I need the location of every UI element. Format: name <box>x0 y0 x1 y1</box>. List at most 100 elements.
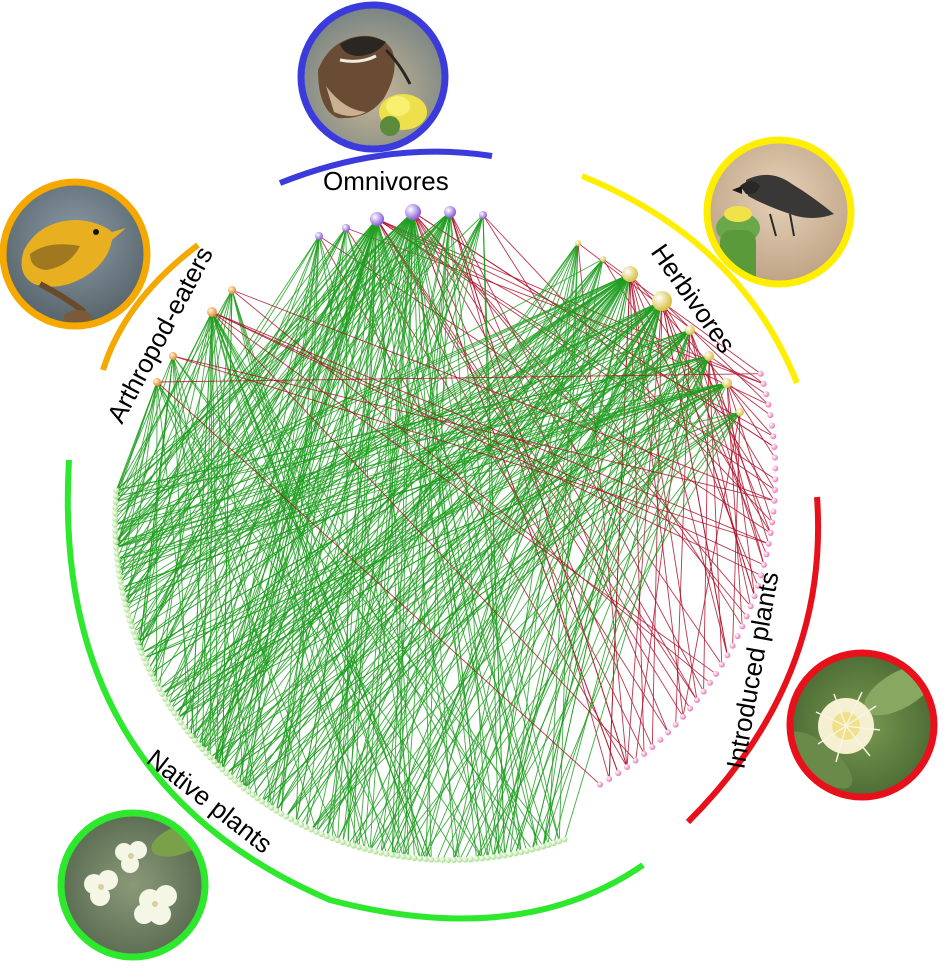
interaction-link <box>172 355 317 832</box>
native-plant-node <box>366 847 373 854</box>
native-plant-node <box>534 845 541 852</box>
native-plant-node <box>283 813 290 820</box>
interaction-link <box>239 273 631 785</box>
interaction-link <box>205 214 484 754</box>
native-plant-node <box>219 766 226 773</box>
interaction-link <box>161 273 631 695</box>
interaction-link <box>482 214 505 856</box>
native-plant-node <box>132 633 139 640</box>
interaction-link <box>276 300 663 812</box>
bird-node <box>622 266 638 282</box>
native-plant-node <box>249 791 256 798</box>
interaction-link <box>213 329 691 762</box>
interaction-link <box>708 355 767 395</box>
introduced-plant-node <box>751 593 758 600</box>
introduced-plant-node <box>747 603 754 610</box>
interaction-link <box>261 382 728 802</box>
native-plant-node <box>323 833 330 840</box>
native-plant-node <box>273 807 280 814</box>
bird-nodes <box>153 204 744 416</box>
interaction-link <box>231 289 711 684</box>
interaction-link <box>190 311 213 737</box>
interaction-link <box>531 300 663 850</box>
interaction-link <box>161 382 728 695</box>
interaction-link <box>117 411 741 560</box>
interaction-link <box>177 382 728 719</box>
native-plant-node <box>540 843 547 850</box>
interaction-link <box>143 411 741 659</box>
interaction-link <box>115 273 631 549</box>
interaction-link <box>682 411 741 717</box>
interaction-link <box>449 211 628 768</box>
interaction-link <box>234 211 451 781</box>
interaction-link <box>137 211 414 643</box>
introduced-plant-node <box>771 443 778 450</box>
interaction-link <box>353 273 631 846</box>
interaction-link <box>167 273 631 704</box>
interaction-link <box>661 300 769 405</box>
interaction-link <box>326 242 579 837</box>
introduced-plant-node <box>767 530 774 537</box>
interaction-link <box>156 381 460 861</box>
interaction-link <box>353 382 728 846</box>
interaction-link <box>167 382 728 705</box>
interaction-link <box>121 382 728 588</box>
native-plant-node <box>136 644 143 651</box>
interaction-link <box>123 300 663 599</box>
introduced-plant-node <box>758 572 765 579</box>
introduced-plant-node <box>772 465 779 472</box>
bird-node <box>405 204 421 220</box>
native-plant-node <box>417 855 424 862</box>
interaction-link <box>376 218 645 755</box>
native-plant-node <box>339 839 346 846</box>
native-plant-node <box>313 828 320 835</box>
interaction-link <box>209 411 741 758</box>
introduced-plant-node <box>623 763 630 770</box>
bird-node <box>228 286 236 294</box>
interaction-link <box>213 218 378 762</box>
interaction-link <box>211 311 765 566</box>
native-plant-node <box>114 556 121 563</box>
bird-node <box>704 351 714 361</box>
interaction-link <box>230 211 414 778</box>
interaction-link <box>726 382 776 458</box>
interaction-link <box>369 242 579 851</box>
bird-node <box>370 212 384 226</box>
introduced-plant-node <box>649 743 656 750</box>
native-plant-node <box>156 685 163 692</box>
introduced-plant-node <box>739 623 746 630</box>
interaction-link <box>482 214 743 627</box>
interaction-link <box>115 211 451 491</box>
interaction-link <box>364 211 414 849</box>
bird-node <box>652 291 672 311</box>
interaction-link <box>172 355 533 850</box>
native-plant-node <box>450 856 457 863</box>
omnivores-arc <box>278 148 493 186</box>
introduced-plant-node <box>757 370 764 377</box>
native-plant-node <box>119 589 126 596</box>
introduced-plant-node <box>770 433 777 440</box>
native-plant-node <box>329 835 336 842</box>
interaction-link <box>436 300 663 860</box>
bird-node <box>315 232 323 240</box>
interaction-link <box>123 211 451 599</box>
native-plant-node <box>138 649 145 656</box>
native-plant-node <box>405 854 412 861</box>
interaction-link <box>542 300 663 847</box>
introduced-plant-node <box>657 736 664 743</box>
introduced-plant-node <box>754 582 761 589</box>
native-plant-node <box>439 856 446 863</box>
native-plant-node <box>501 852 508 859</box>
native-plant-node <box>456 856 463 863</box>
native-plant-node <box>318 831 325 838</box>
interaction-link <box>137 273 631 643</box>
native-plant-node <box>372 848 379 855</box>
interaction-link <box>402 211 451 857</box>
introduced-plant-node <box>772 487 778 493</box>
native-plant-node <box>561 836 568 843</box>
native-plant-node <box>490 854 497 861</box>
native-plant-node <box>467 856 474 863</box>
native-plant-node <box>191 737 198 744</box>
interaction-link <box>117 382 728 560</box>
